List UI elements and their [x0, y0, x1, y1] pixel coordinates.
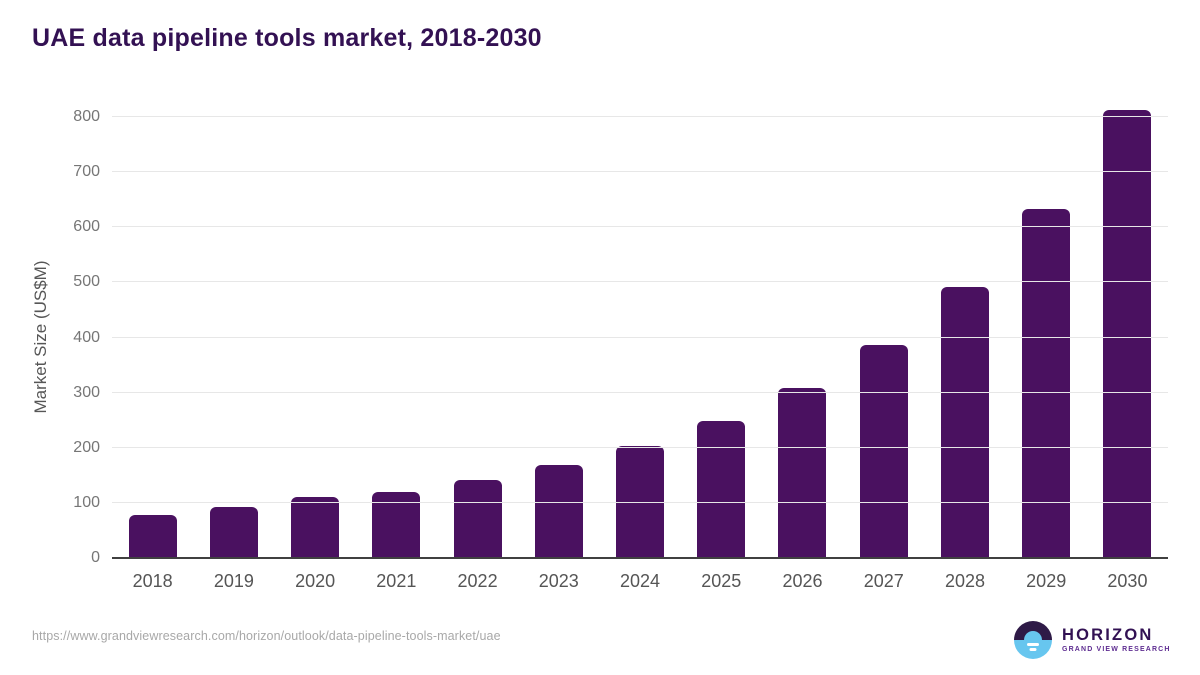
bar-slot — [112, 515, 193, 558]
gridline — [112, 336, 1168, 338]
gridline — [112, 171, 1168, 173]
y-tick-label: 700 — [73, 163, 100, 181]
y-tick-label: 100 — [73, 493, 100, 511]
bar-2022[interactable] — [453, 479, 502, 558]
logo-reflection-line — [1027, 643, 1039, 646]
bar-2027[interactable] — [859, 344, 908, 558]
bar-slot — [193, 507, 274, 558]
gridline — [112, 446, 1168, 448]
bar-slot — [1006, 208, 1087, 558]
bar-2023[interactable] — [534, 465, 583, 558]
gridline — [112, 226, 1168, 228]
logo-sun — [1024, 631, 1042, 640]
x-tick-label: 2025 — [701, 571, 742, 591]
bar-2020[interactable] — [291, 497, 340, 558]
horizon-logo-text: HORIZON GRAND VIEW RESEARCH — [1062, 627, 1171, 654]
x-tick-label: 2019 — [213, 571, 254, 591]
x-tick-label: 2026 — [782, 571, 823, 591]
bar-2030[interactable] — [1103, 110, 1152, 558]
x-tick-label: 2028 — [944, 571, 985, 591]
gridline — [112, 116, 1168, 117]
bar-slot — [599, 445, 680, 558]
gridline — [112, 501, 1168, 503]
bar-2026[interactable] — [778, 387, 827, 558]
bar-slot — [762, 387, 843, 558]
bar-slot — [924, 286, 1005, 558]
bar-2024[interactable] — [616, 445, 665, 558]
chart-title: UAE data pipeline tools market, 2018-203… — [32, 24, 542, 52]
x-tick-label: 2030 — [1107, 571, 1148, 591]
x-tick-label: 2020 — [295, 571, 336, 591]
y-tick-label: 0 — [91, 549, 100, 566]
x-tick-label: 2021 — [376, 571, 417, 591]
horizon-logo: HORIZON GRAND VIEW RESEARCH — [1014, 621, 1171, 659]
bar-slot — [1087, 110, 1168, 558]
x-tick-label: 2022 — [457, 571, 498, 591]
bar-slot — [843, 344, 924, 558]
y-tick-label: 300 — [73, 383, 100, 401]
bar-2029[interactable] — [1022, 208, 1071, 558]
bar-2018[interactable] — [128, 515, 177, 558]
source-url: https://www.grandviewresearch.com/horizo… — [32, 629, 501, 643]
bar-2028[interactable] — [940, 286, 989, 558]
y-tick-label: 200 — [73, 438, 100, 456]
gridline — [112, 281, 1168, 283]
bar-slot — [437, 479, 518, 558]
gridline — [112, 391, 1168, 393]
y-tick-label: 600 — [73, 218, 100, 236]
bar-slot — [681, 421, 762, 558]
x-axis-labels: 2018 2019 2020 2021 2022 2023 2024 2025 2026 2027… — [112, 571, 1168, 592]
x-tick-label: 2024 — [620, 571, 661, 591]
bar-2019[interactable] — [209, 507, 258, 558]
plot-area: 0 100 200 300 400 500 600 700 800 — [73, 108, 1168, 566]
bar-slot — [356, 491, 437, 558]
horizon-logo-brand: HORIZON — [1062, 625, 1154, 644]
horizon-logo-tagline: GRAND VIEW RESEARCH — [1062, 646, 1171, 654]
bar-2025[interactable] — [697, 421, 746, 558]
x-tick-label: 2023 — [538, 571, 579, 591]
bar-slot — [274, 497, 355, 558]
x-tick-label: 2029 — [1026, 571, 1067, 591]
bar-series — [112, 110, 1168, 558]
logo-sky — [1014, 621, 1052, 640]
y-tick-label: 500 — [73, 273, 100, 291]
horizon-logo-icon — [1014, 621, 1052, 659]
logo-reflection-line — [1029, 648, 1037, 651]
x-tick-label: 2027 — [863, 571, 904, 591]
x-axis-line — [112, 557, 1168, 559]
y-tick-label: 800 — [73, 108, 100, 125]
bar-slot — [518, 465, 599, 558]
x-tick-label: 2018 — [132, 571, 173, 591]
bar-2021[interactable] — [372, 491, 421, 558]
y-tick-label: 400 — [73, 328, 100, 346]
